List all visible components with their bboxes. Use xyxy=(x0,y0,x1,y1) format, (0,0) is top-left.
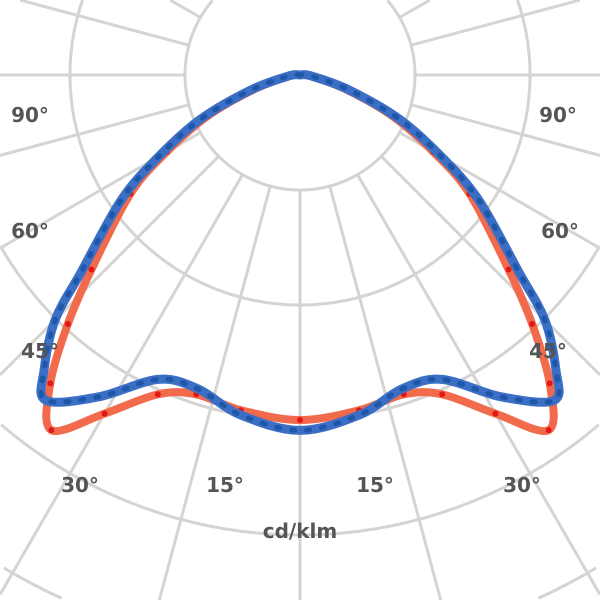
grid-ring xyxy=(183,0,417,192)
grid-spoke xyxy=(380,155,600,377)
angle-label: 60° xyxy=(11,219,49,243)
grid-spoke xyxy=(410,103,600,157)
angle-label: 15° xyxy=(356,473,394,497)
series-group xyxy=(36,70,564,436)
grid-spoke xyxy=(169,0,202,19)
grid-spoke xyxy=(0,155,220,377)
series-point-red xyxy=(545,427,552,434)
grid-spoke xyxy=(157,185,272,600)
angle-label: 45° xyxy=(529,339,567,363)
series-point-red xyxy=(297,417,303,423)
angle-label: 90° xyxy=(11,103,49,127)
series-markers-blue xyxy=(38,72,562,433)
label-group: 90° 90° 60° 60° 45° 45° 30° 30° 15° 15° cd/klm xyxy=(11,103,579,543)
series-point-red xyxy=(154,391,161,398)
grid-ring xyxy=(0,423,600,537)
unit-label: cd/klm xyxy=(263,519,337,543)
angle-label: 15° xyxy=(206,473,244,497)
series-point-red xyxy=(101,410,108,417)
series-point-red xyxy=(529,320,536,327)
series-point-red xyxy=(47,380,54,387)
angle-label: 30° xyxy=(503,473,541,497)
grid-spoke xyxy=(356,173,600,596)
series-point-red xyxy=(88,266,95,273)
angle-label: 45° xyxy=(21,339,59,363)
grid-spoke xyxy=(410,0,581,47)
series-point-red xyxy=(439,391,446,398)
series-point-red xyxy=(64,320,71,327)
grid-spoke xyxy=(19,0,190,47)
angle-label: 60° xyxy=(541,219,579,243)
angle-label: 30° xyxy=(61,473,99,497)
series-point-red xyxy=(48,427,55,434)
series-point-red xyxy=(505,266,512,273)
grid-spoke xyxy=(328,185,443,600)
grid-spoke xyxy=(0,103,190,157)
grid-spoke xyxy=(398,0,431,19)
series-point-red xyxy=(492,410,499,417)
grid-spoke xyxy=(0,173,244,596)
angle-label: 90° xyxy=(539,103,577,127)
series-point-red xyxy=(546,380,553,387)
